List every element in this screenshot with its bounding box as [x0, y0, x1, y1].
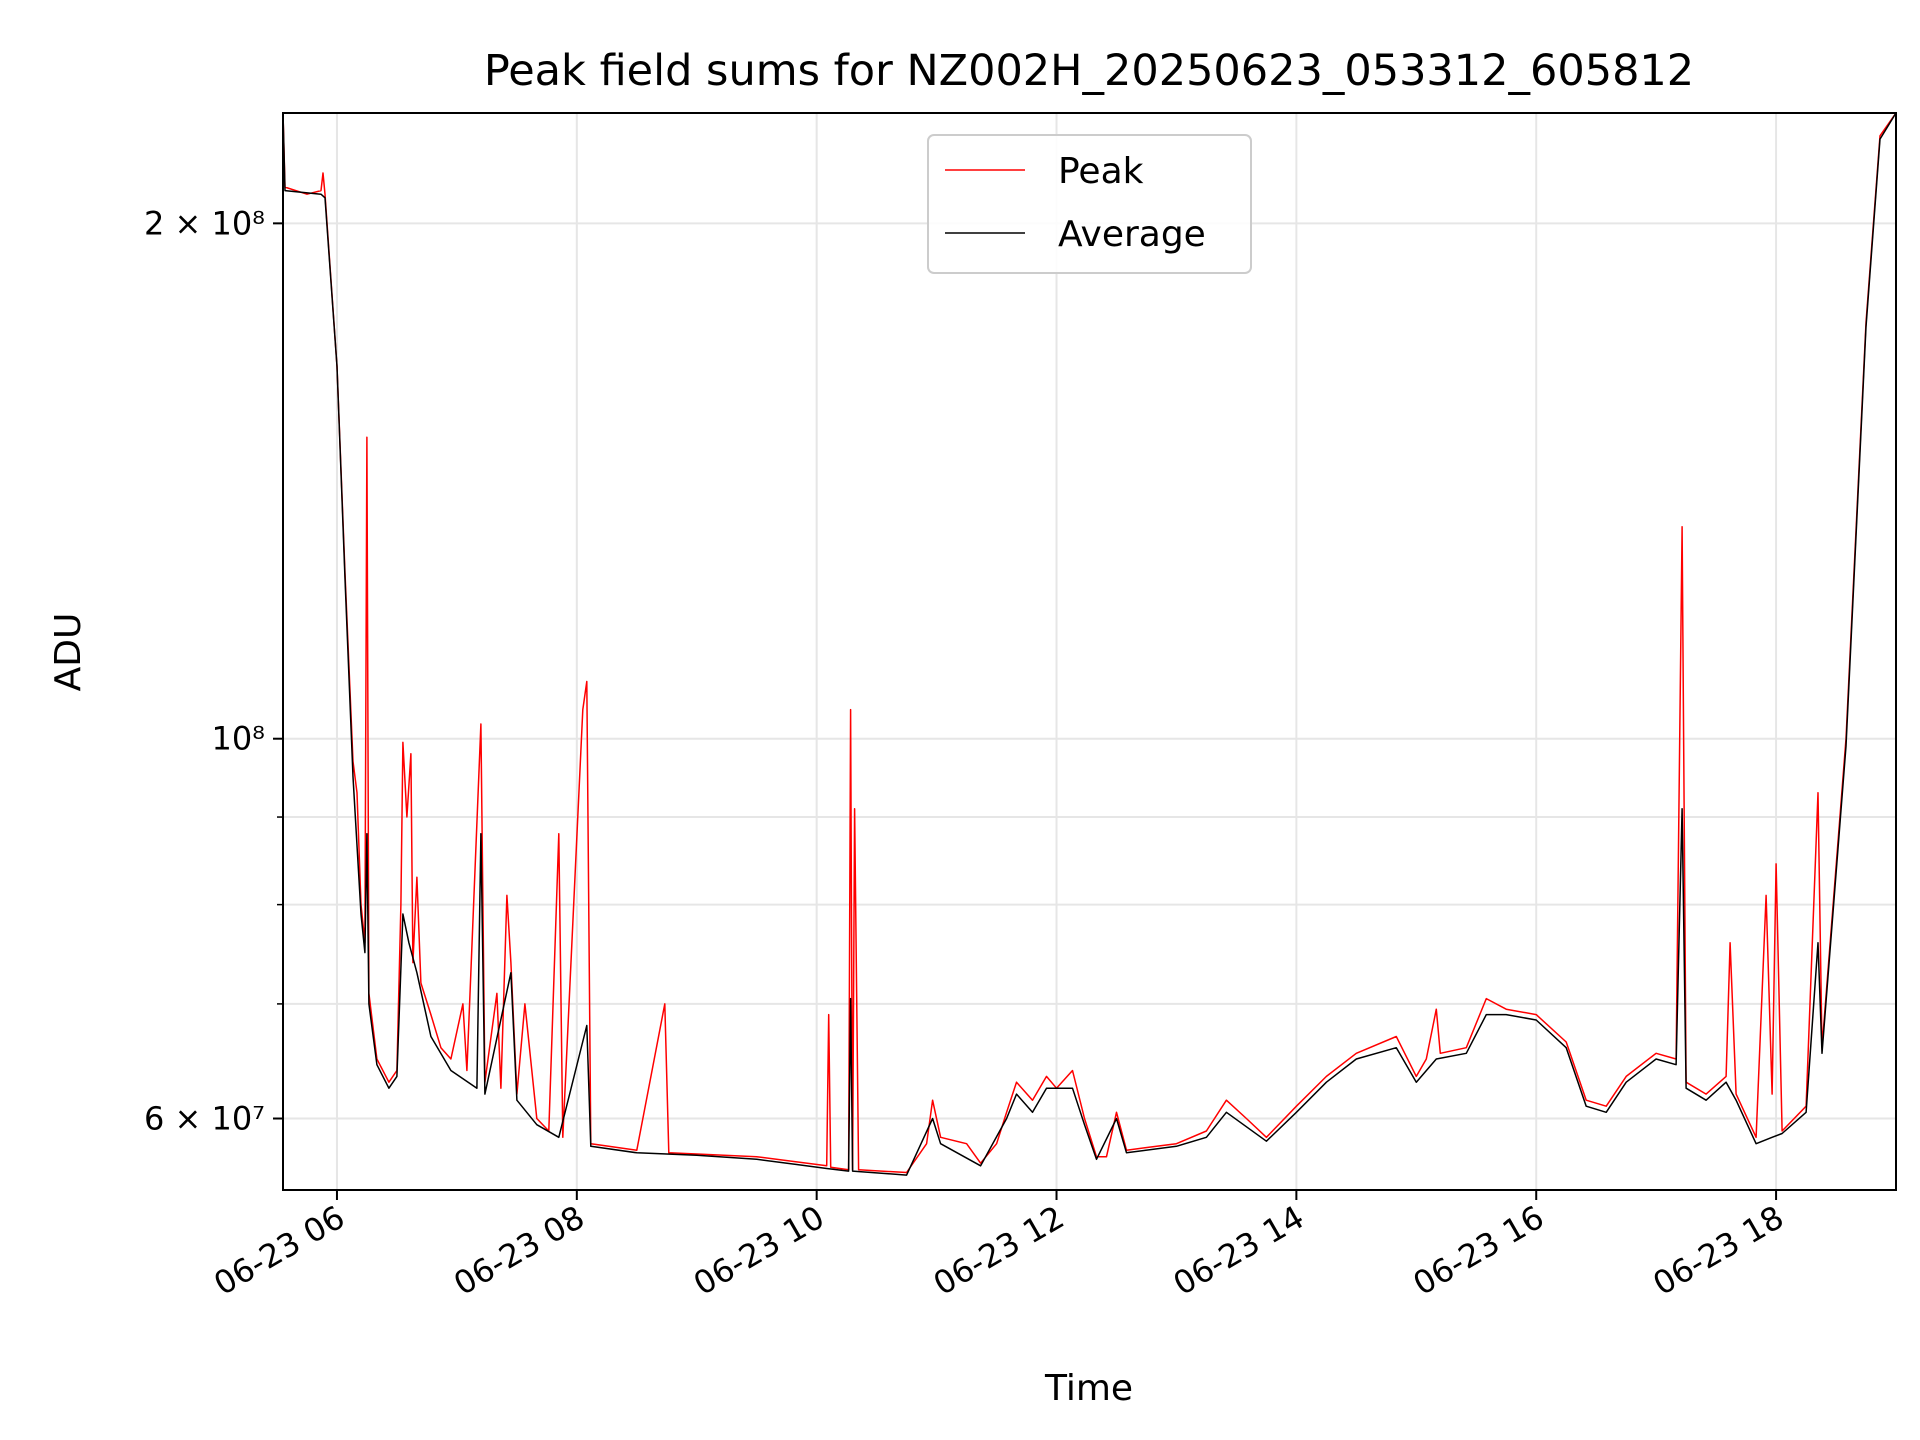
chart-title: Peak field sums for NZ002H_20250623_0533… — [484, 46, 1694, 96]
x-tick-label: 06-23 14 — [1167, 1198, 1311, 1303]
legend-entry-average: Average — [1058, 214, 1206, 255]
series-line-peak — [283, 113, 1896, 1174]
x-axis-label: Time — [1044, 1368, 1133, 1409]
grid-lines — [283, 113, 1896, 1190]
x-tick-label: 06-23 16 — [1407, 1198, 1551, 1303]
x-tick-label: 06-23 10 — [687, 1198, 831, 1303]
x-tick-label: 06-23 12 — [927, 1198, 1071, 1303]
x-tick-label: 06-23 08 — [447, 1198, 591, 1303]
series-lines — [283, 113, 1896, 1176]
series-line-average — [283, 113, 1896, 1176]
y-tick-label: 6 × 10⁷ — [144, 1100, 265, 1138]
x-tick-label: 06-23 06 — [207, 1198, 351, 1303]
y-axis-label: ADU — [48, 613, 89, 692]
legend-entry-peak: Peak — [1058, 151, 1144, 192]
plot-area-frame — [282, 112, 1897, 1191]
legend: Peak Average — [927, 134, 1252, 274]
y-tick-label: 2 × 10⁸ — [144, 204, 265, 242]
x-tick-label: 06-23 18 — [1646, 1198, 1790, 1303]
axis-ticks: 06-23 06 06-23 08 06-23 10 06-23 12 06-23 14… — [144, 204, 1790, 1303]
y-tick-label: 10⁸ — [211, 720, 265, 758]
